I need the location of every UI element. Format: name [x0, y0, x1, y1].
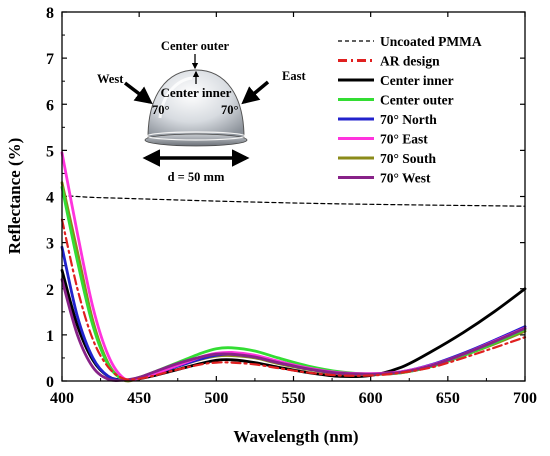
- series-line-6: [60, 181, 527, 383]
- legend-label: 70° South: [380, 151, 437, 166]
- dome-base-ring: [146, 131, 246, 141]
- series-line-0: [61, 195, 526, 207]
- series-line-5: [60, 151, 527, 382]
- x-tick-label: 700: [513, 390, 537, 407]
- y-tick-label: 1: [46, 328, 54, 345]
- x-tick-label: 600: [359, 390, 383, 407]
- y-tick-label: 2: [46, 282, 54, 299]
- y-tick-label: 4: [46, 190, 54, 207]
- legend: Uncoated PMMA AR design Center inner Center…: [338, 34, 482, 186]
- legend-label: Center outer: [380, 93, 454, 108]
- series-line-4: [60, 245, 527, 382]
- x-tick-label: 650: [436, 390, 460, 407]
- inset-label-center-inner: Center inner: [161, 85, 232, 100]
- series-line-1: [60, 218, 527, 381]
- west-arrow: [123, 81, 153, 105]
- y-tick-label: 7: [46, 51, 54, 68]
- inset-label-angle-left: 70°: [152, 103, 170, 117]
- series-lines: [60, 151, 527, 383]
- legend-label: Center inner: [380, 73, 454, 88]
- legend-label: Uncoated PMMA: [380, 34, 482, 49]
- legend-label: 70° North: [380, 112, 437, 127]
- series-line-7: [60, 278, 527, 382]
- series-line-3: [60, 185, 527, 382]
- inset-label-center-outer: Center outer: [161, 39, 230, 53]
- inset-label-diameter: d = 50 mm: [168, 170, 225, 184]
- y-tick-label: 0: [46, 374, 54, 391]
- plot-frame: [61, 11, 526, 382]
- y-tick-label: 3: [46, 236, 54, 253]
- x-axis-ticks: 400 450 500 550 600 650 700: [50, 12, 537, 407]
- x-axis-label: Wavelength (nm): [233, 427, 358, 446]
- x-tick-label: 400: [50, 390, 74, 407]
- x-tick-label: 500: [204, 390, 228, 407]
- inset-label-angle-right: 70°: [221, 103, 239, 117]
- dome-highlight: [158, 76, 193, 119]
- y-axis-ticks: 0 1 2 3 4 5 6 7 8: [46, 5, 525, 391]
- inset-label-east: East: [282, 69, 306, 83]
- inset-label-west: West: [97, 72, 124, 86]
- y-tick-label: 6: [46, 97, 54, 114]
- y-tick-label: 8: [46, 5, 54, 22]
- y-axis-label: Reflectance (%): [5, 138, 24, 255]
- x-tick-label: 450: [127, 390, 151, 407]
- x-tick-label: 550: [282, 390, 306, 407]
- dome-inset: Center outer Center inner West East 70° …: [97, 39, 306, 184]
- legend-label: 70° East: [380, 132, 428, 147]
- east-arrow: [241, 80, 270, 105]
- y-tick-label: 5: [46, 143, 54, 160]
- legend-label: 70° West: [380, 171, 431, 186]
- legend-label: AR design: [380, 54, 440, 69]
